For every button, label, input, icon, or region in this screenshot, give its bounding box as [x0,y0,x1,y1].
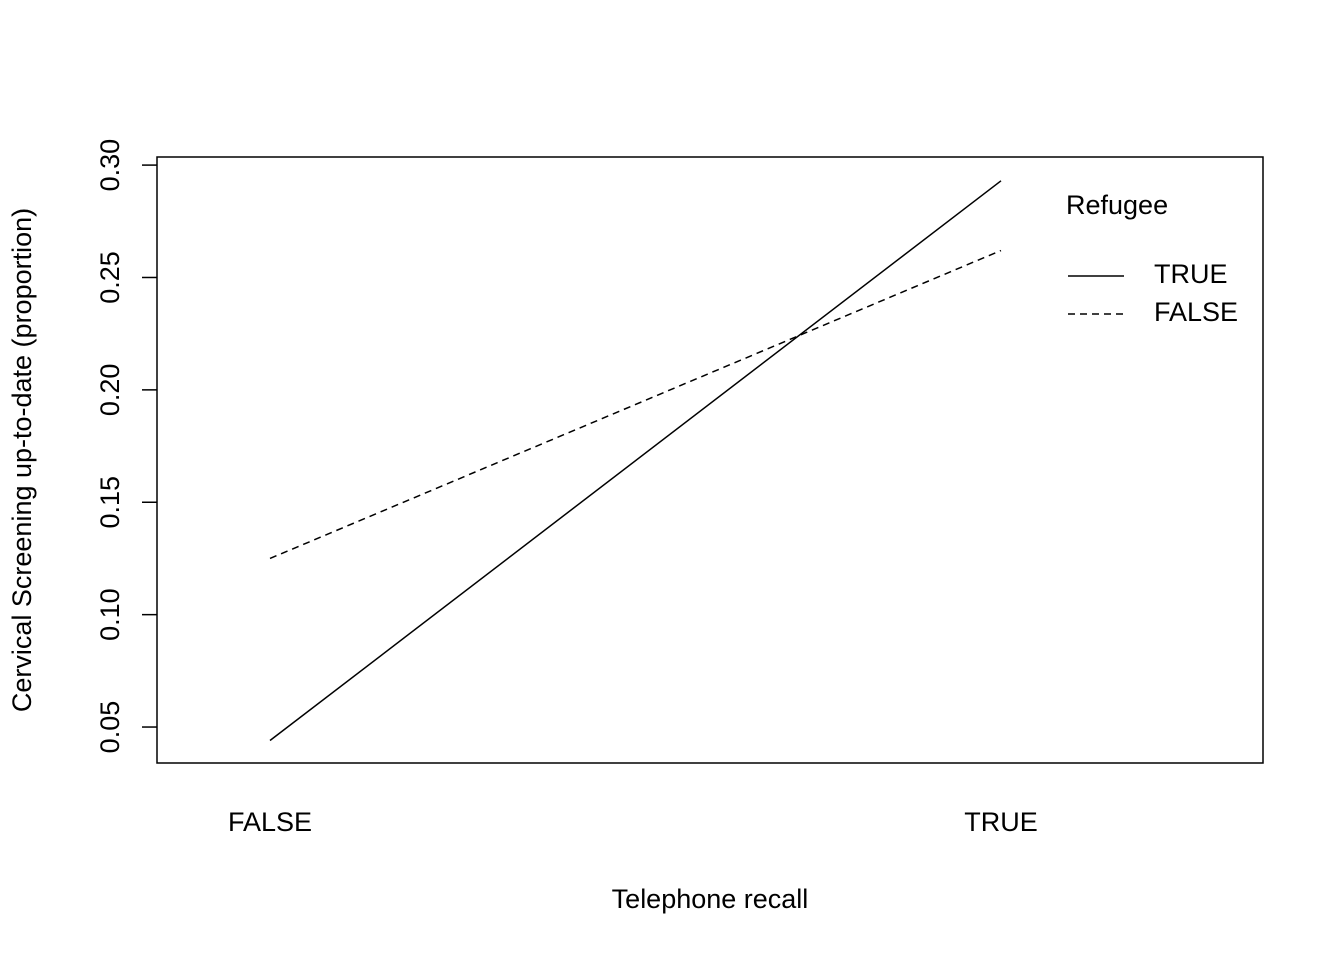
y-tick-label: 0.30 [95,139,125,192]
plot-frame [156,156,1264,764]
x-tick-label: TRUE [964,807,1038,837]
series-line [269,249,1002,560]
y-tick-label: 0.25 [95,251,125,304]
y-tick-label: 0.05 [95,701,125,754]
x-axis-label: Telephone recall [612,884,809,914]
legend-label: TRUE [1154,259,1228,289]
y-tick-label: 0.20 [95,364,125,417]
x-tick-label: FALSE [228,807,312,837]
series-line [269,180,1002,742]
y-tick-label: 0.10 [95,588,125,641]
y-axis-label: Cervical Screening up-to-date (proportio… [7,208,37,712]
legend-title: Refugee [1066,190,1168,220]
y-tick-label: 0.15 [95,476,125,529]
legend-label: FALSE [1154,297,1238,327]
